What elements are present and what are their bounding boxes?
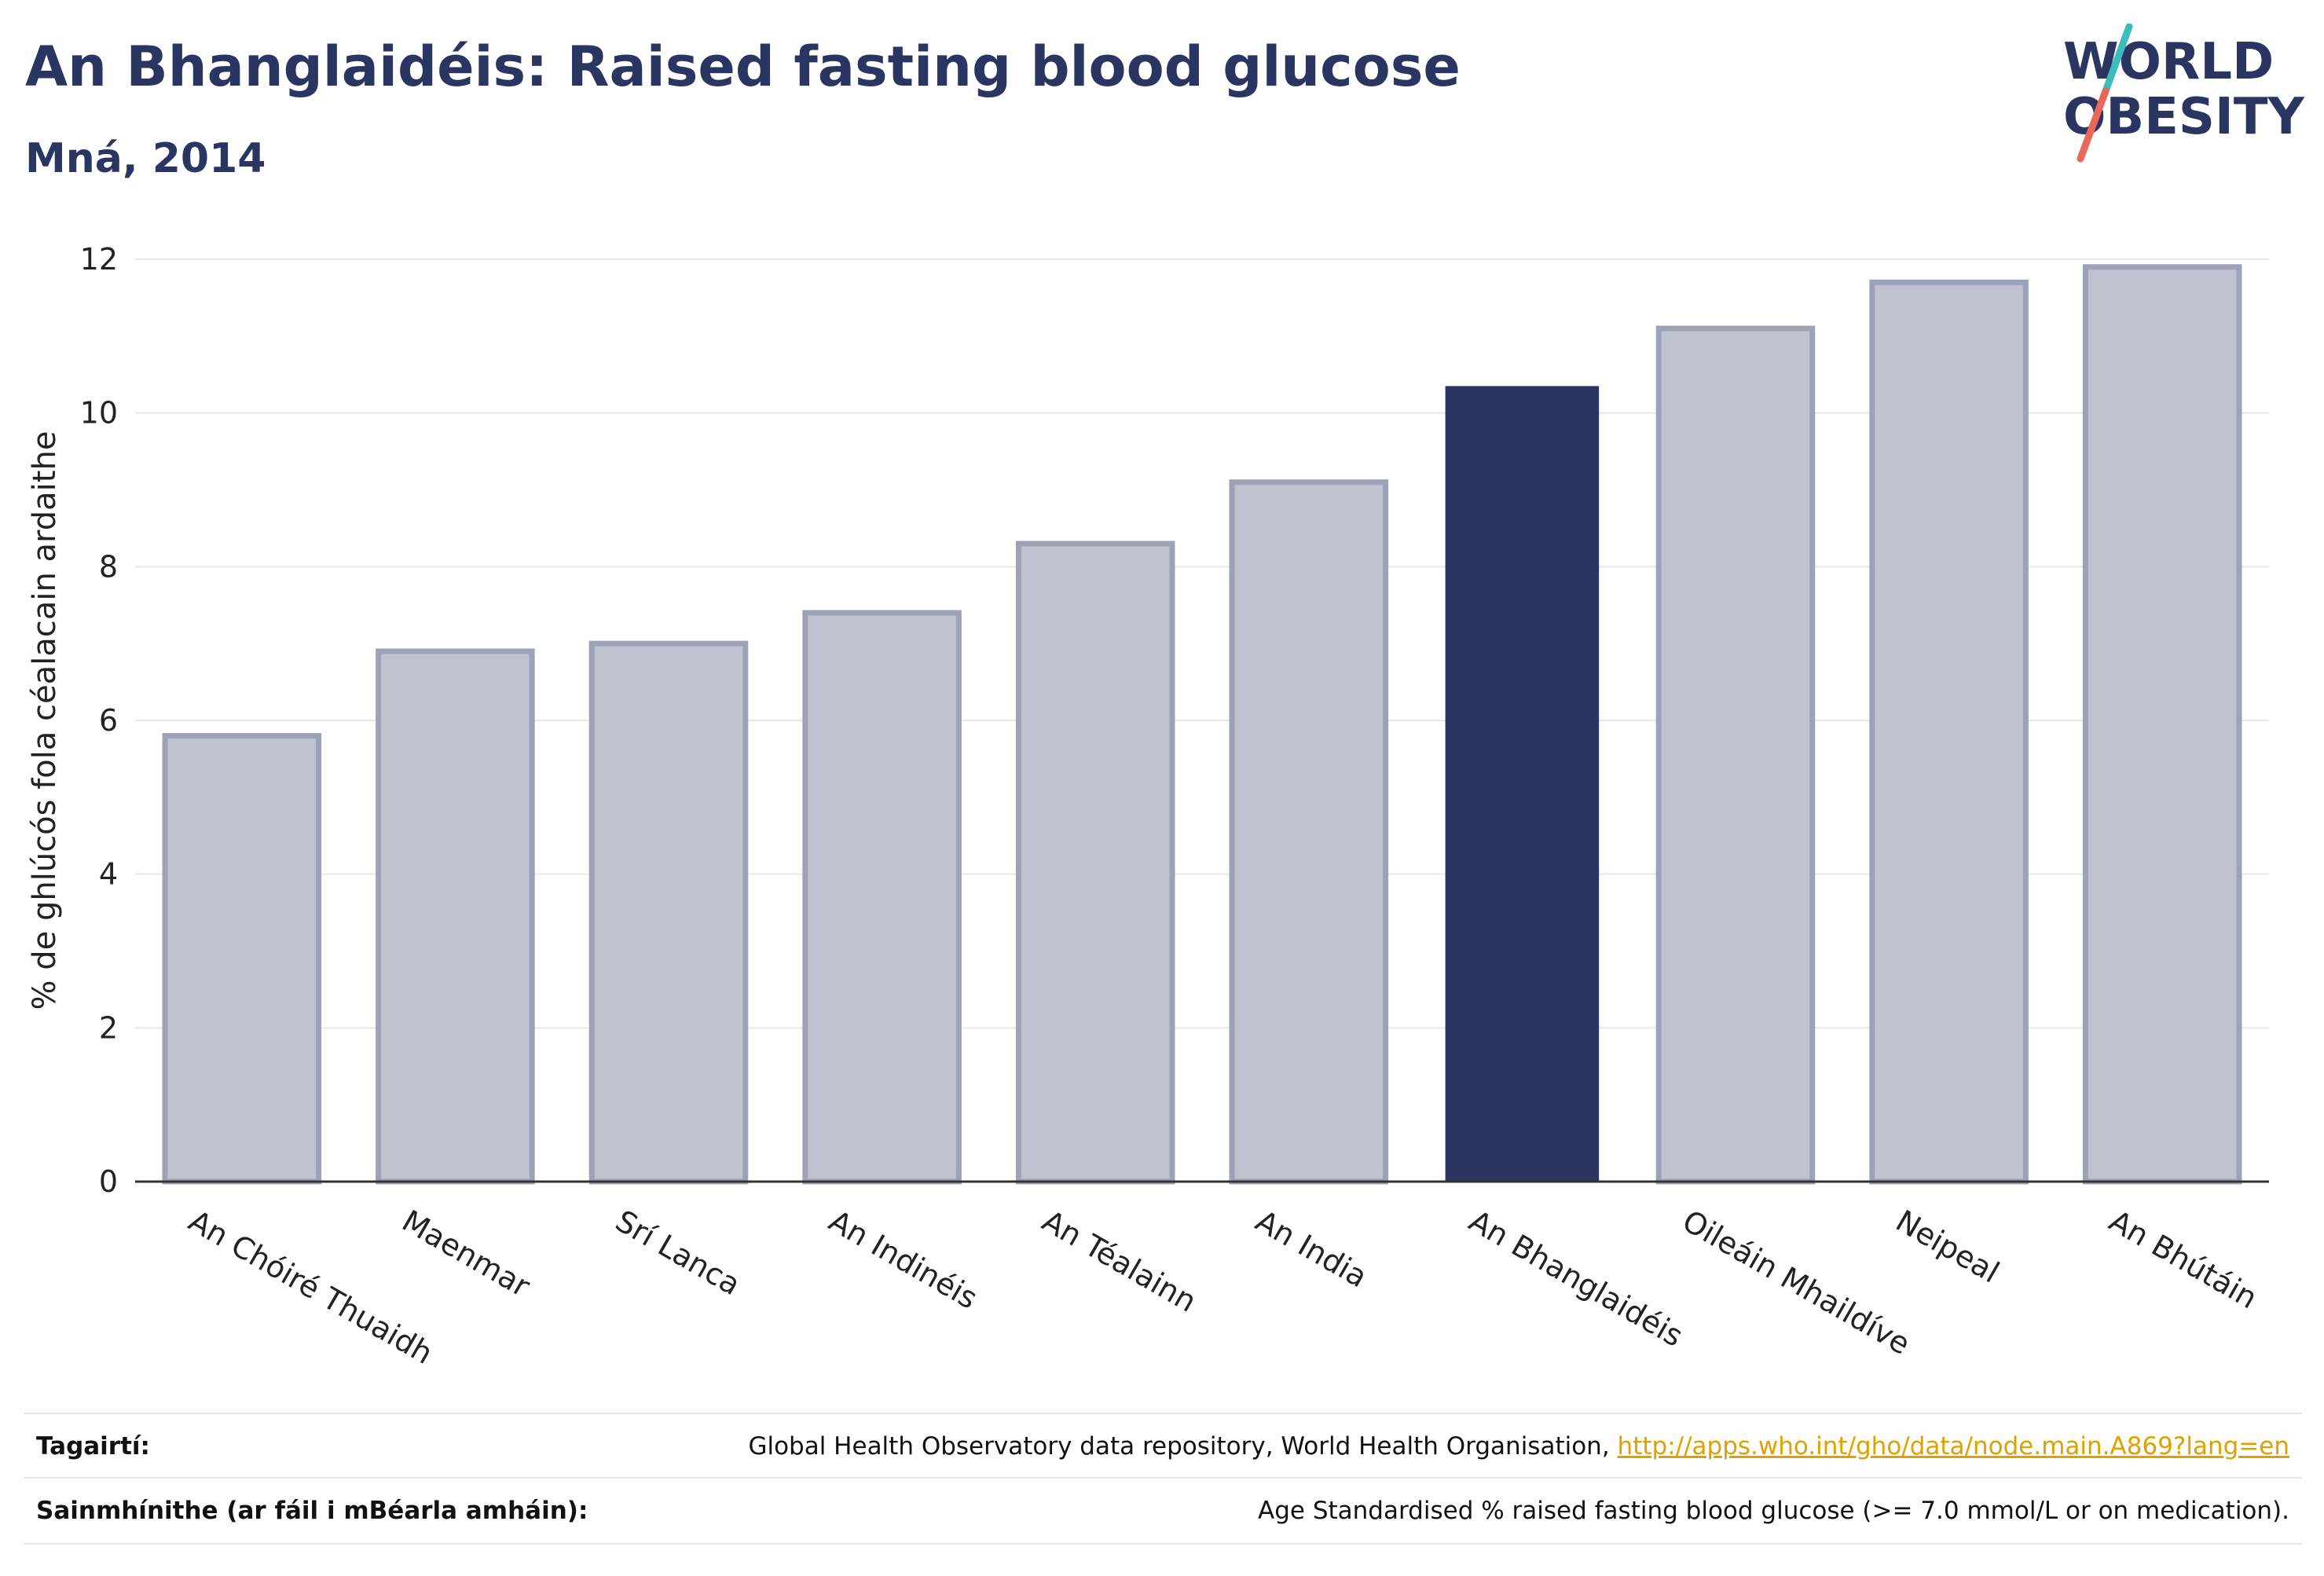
bar [802,610,962,1185]
chart-title: An Bhanglaidéis: Raised fasting blood gl… [25,35,1461,99]
y-tick-label: 2 [99,1010,118,1045]
y-tick-labels: 0 2 4 6 8 10 12 [80,242,118,1199]
bars [162,264,2242,1185]
footer-definitions-row: Sainmhínithe (ar fáil i mBéarla amháin):… [24,1477,2302,1545]
x-tick-label: Srí Lanca [610,1204,746,1303]
bar [1229,479,1389,1185]
x-tick-label: Maenmar [397,1204,537,1304]
chart-subtitle: Mná, 2014 [25,135,266,182]
bar [2082,264,2242,1185]
logo-slash-top [2102,24,2133,95]
y-tick-label: 0 [99,1164,118,1199]
bar [376,648,535,1185]
x-tick-label: Neipeal [1890,1204,2005,1290]
bar [1655,325,1816,1185]
x-tick-label: An Téalainn [1036,1204,1202,1319]
definitions-label: Sainmhínithe (ar fáil i mBéarla amháin): [36,1497,588,1525]
y-tick-label: 6 [99,703,118,738]
x-tick-label: An India [1250,1204,1373,1295]
logo-line1: WORLD [2063,33,2274,91]
footer-references-row: Tagairtí: Global Health Observatory data… [24,1413,2302,1479]
x-tick-label: An Indinéis [823,1204,984,1316]
y-tick-label: 10 [80,396,118,431]
y-tick-label: 12 [80,242,118,277]
world-obesity-logo: WORLD OBESITY [2063,24,2304,163]
x-tick-label: Oileáin Mhaildíve [1677,1204,1916,1362]
references-label: Tagairtí: [36,1432,150,1461]
bar-highlighted [1445,386,1600,1182]
y-axis-title: % de ghlúcós fola céalacain ardaithe [27,431,63,1010]
bar [588,640,749,1185]
bar [162,733,322,1185]
y-tick-label: 4 [99,857,118,892]
bar [1015,541,1175,1185]
references-text: Global Health Observatory data repositor… [748,1432,1618,1461]
bar [1869,279,2029,1185]
y-tick-label: 8 [99,549,118,584]
x-tick-label: An Bhútáin [2103,1204,2263,1316]
references-value: Global Health Observatory data repositor… [748,1432,2302,1461]
x-tick-label: An Bhanglaidéis [1464,1204,1689,1354]
definitions-value: Age Standardised % raised fasting blood … [1258,1497,2289,1525]
references-link[interactable]: http://apps.who.int/gho/data/node.main.A… [1617,1432,2289,1461]
logo-slash-bottom [2077,87,2110,163]
